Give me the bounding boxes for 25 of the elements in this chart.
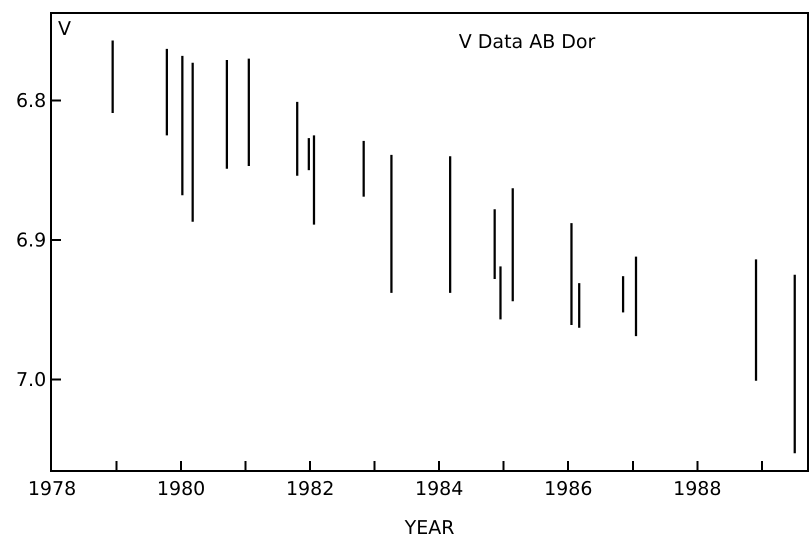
y-tick-label: 6.9 <box>16 230 46 252</box>
x-tick-label: 1988 <box>673 478 722 500</box>
bar <box>296 102 298 176</box>
bar <box>112 40 114 114</box>
bar <box>449 156 452 293</box>
x-tick-label: 1980 <box>156 478 206 500</box>
x-tick-label: 1978 <box>28 478 76 500</box>
y-axis-title: V <box>58 18 71 40</box>
x-axis-title: YEAR <box>404 517 454 540</box>
y-tick-label: 6.8 <box>16 90 46 112</box>
bar <box>794 274 796 454</box>
y-tick-label: 7.0 <box>16 369 46 392</box>
bar <box>308 138 310 170</box>
bar <box>494 209 496 279</box>
text: V Data AB Dor <box>458 30 596 53</box>
x-tick-label: 1982 <box>286 478 334 500</box>
x-tick-label: 1986 <box>544 478 592 500</box>
bar <box>578 283 580 328</box>
bar <box>181 56 184 196</box>
bar <box>192 62 194 222</box>
bar <box>362 140 365 197</box>
bar <box>248 58 250 166</box>
x-tick-label: 1984 <box>415 478 464 500</box>
bar <box>512 188 514 302</box>
bar <box>166 48 168 136</box>
